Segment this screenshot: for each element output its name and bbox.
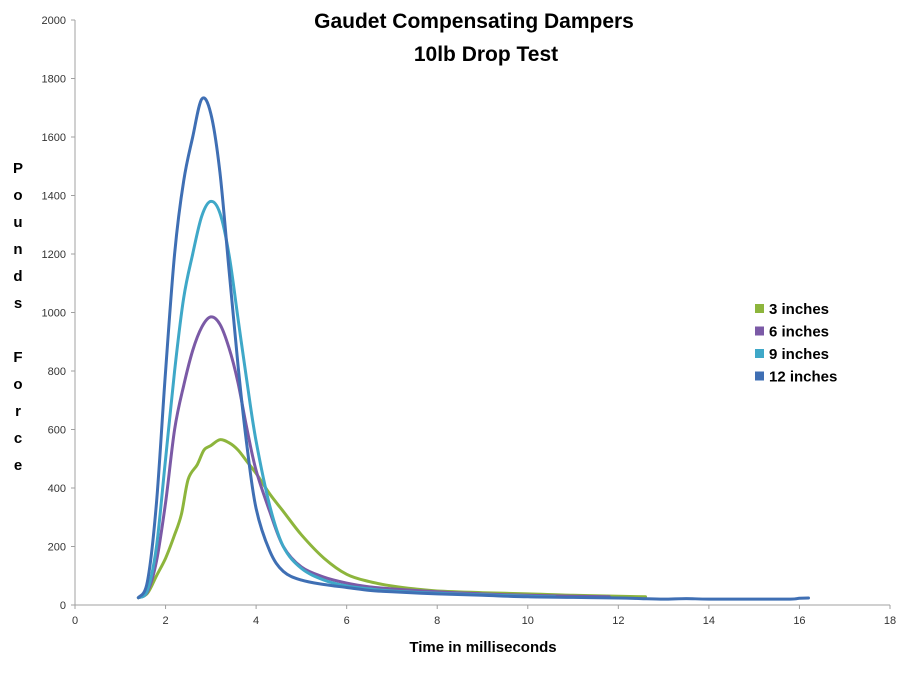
series-line-12-inches — [136, 96, 810, 601]
x-tick-label: 18 — [884, 615, 896, 627]
y-axis-title-letter: u — [13, 214, 22, 231]
y-tick-label: 1800 — [42, 74, 66, 86]
legend-swatch — [755, 304, 764, 313]
legend-label: 3 inches — [769, 301, 829, 318]
y-axis-title-letter: o — [13, 187, 22, 204]
y-tick-label: 600 — [48, 425, 66, 437]
legend-label: 6 inches — [769, 324, 829, 341]
legend: 3 inches 6 inches 9 inches 12 inches — [755, 301, 837, 386]
x-tick-label: 14 — [703, 615, 715, 627]
x-tick-label: 6 — [344, 615, 350, 627]
y-tick-label: 1600 — [42, 132, 66, 144]
y-axis-title-letter: e — [14, 457, 22, 474]
chart-subtitle: 10lb Drop Test — [414, 43, 558, 66]
y-axis-title-letter: o — [13, 376, 22, 393]
y-axis-title-letter: d — [13, 268, 22, 285]
legend-swatch — [755, 371, 764, 381]
y-tick-label: 200 — [48, 542, 66, 554]
y-axis-title-letter: s — [14, 295, 22, 312]
x-axis-title: Time in milliseconds — [409, 639, 556, 656]
y-tick-label: 1200 — [42, 249, 66, 261]
x-axis-ticks: 0 2 4 6 8 10 12 14 16 18 — [72, 605, 896, 627]
x-tick-label: 12 — [612, 615, 624, 627]
x-tick-label: 4 — [253, 615, 259, 627]
y-axis-title-letter: F — [13, 349, 22, 366]
y-tick-label: 1400 — [42, 191, 66, 203]
y-tick-label: 400 — [48, 483, 66, 495]
x-tick-label: 0 — [72, 615, 78, 627]
legend-label: 9 inches — [769, 346, 829, 363]
legend-swatch — [755, 349, 764, 358]
series-line-3-inches — [136, 438, 647, 600]
x-tick-label: 2 — [162, 615, 168, 627]
series-group — [136, 96, 810, 601]
legend-label: 12 inches — [769, 369, 837, 386]
y-tick-label: 0 — [60, 600, 66, 612]
y-tick-label: 800 — [48, 366, 66, 378]
y-axis-title-letter: P — [13, 160, 23, 177]
x-tick-label: 8 — [434, 615, 440, 627]
legend-swatch — [755, 326, 764, 336]
x-tick-label: 16 — [793, 615, 805, 627]
series-line-9-inches — [136, 199, 557, 600]
chart-title: Gaudet Compensating Dampers — [314, 10, 634, 33]
y-axis-title-letter: r — [15, 403, 21, 420]
y-tick-label: 2000 — [42, 15, 66, 27]
y-tick-label: 1000 — [42, 308, 66, 320]
y-axis-ticks: 0 200 400 600 800 1000 1200 1400 1600 1800 2000 — [42, 15, 75, 612]
x-tick-label: 10 — [522, 615, 534, 627]
series-line-6-inches — [136, 315, 611, 600]
y-axis-title-letter: n — [13, 241, 22, 258]
y-axis-title-letter: c — [14, 430, 22, 447]
